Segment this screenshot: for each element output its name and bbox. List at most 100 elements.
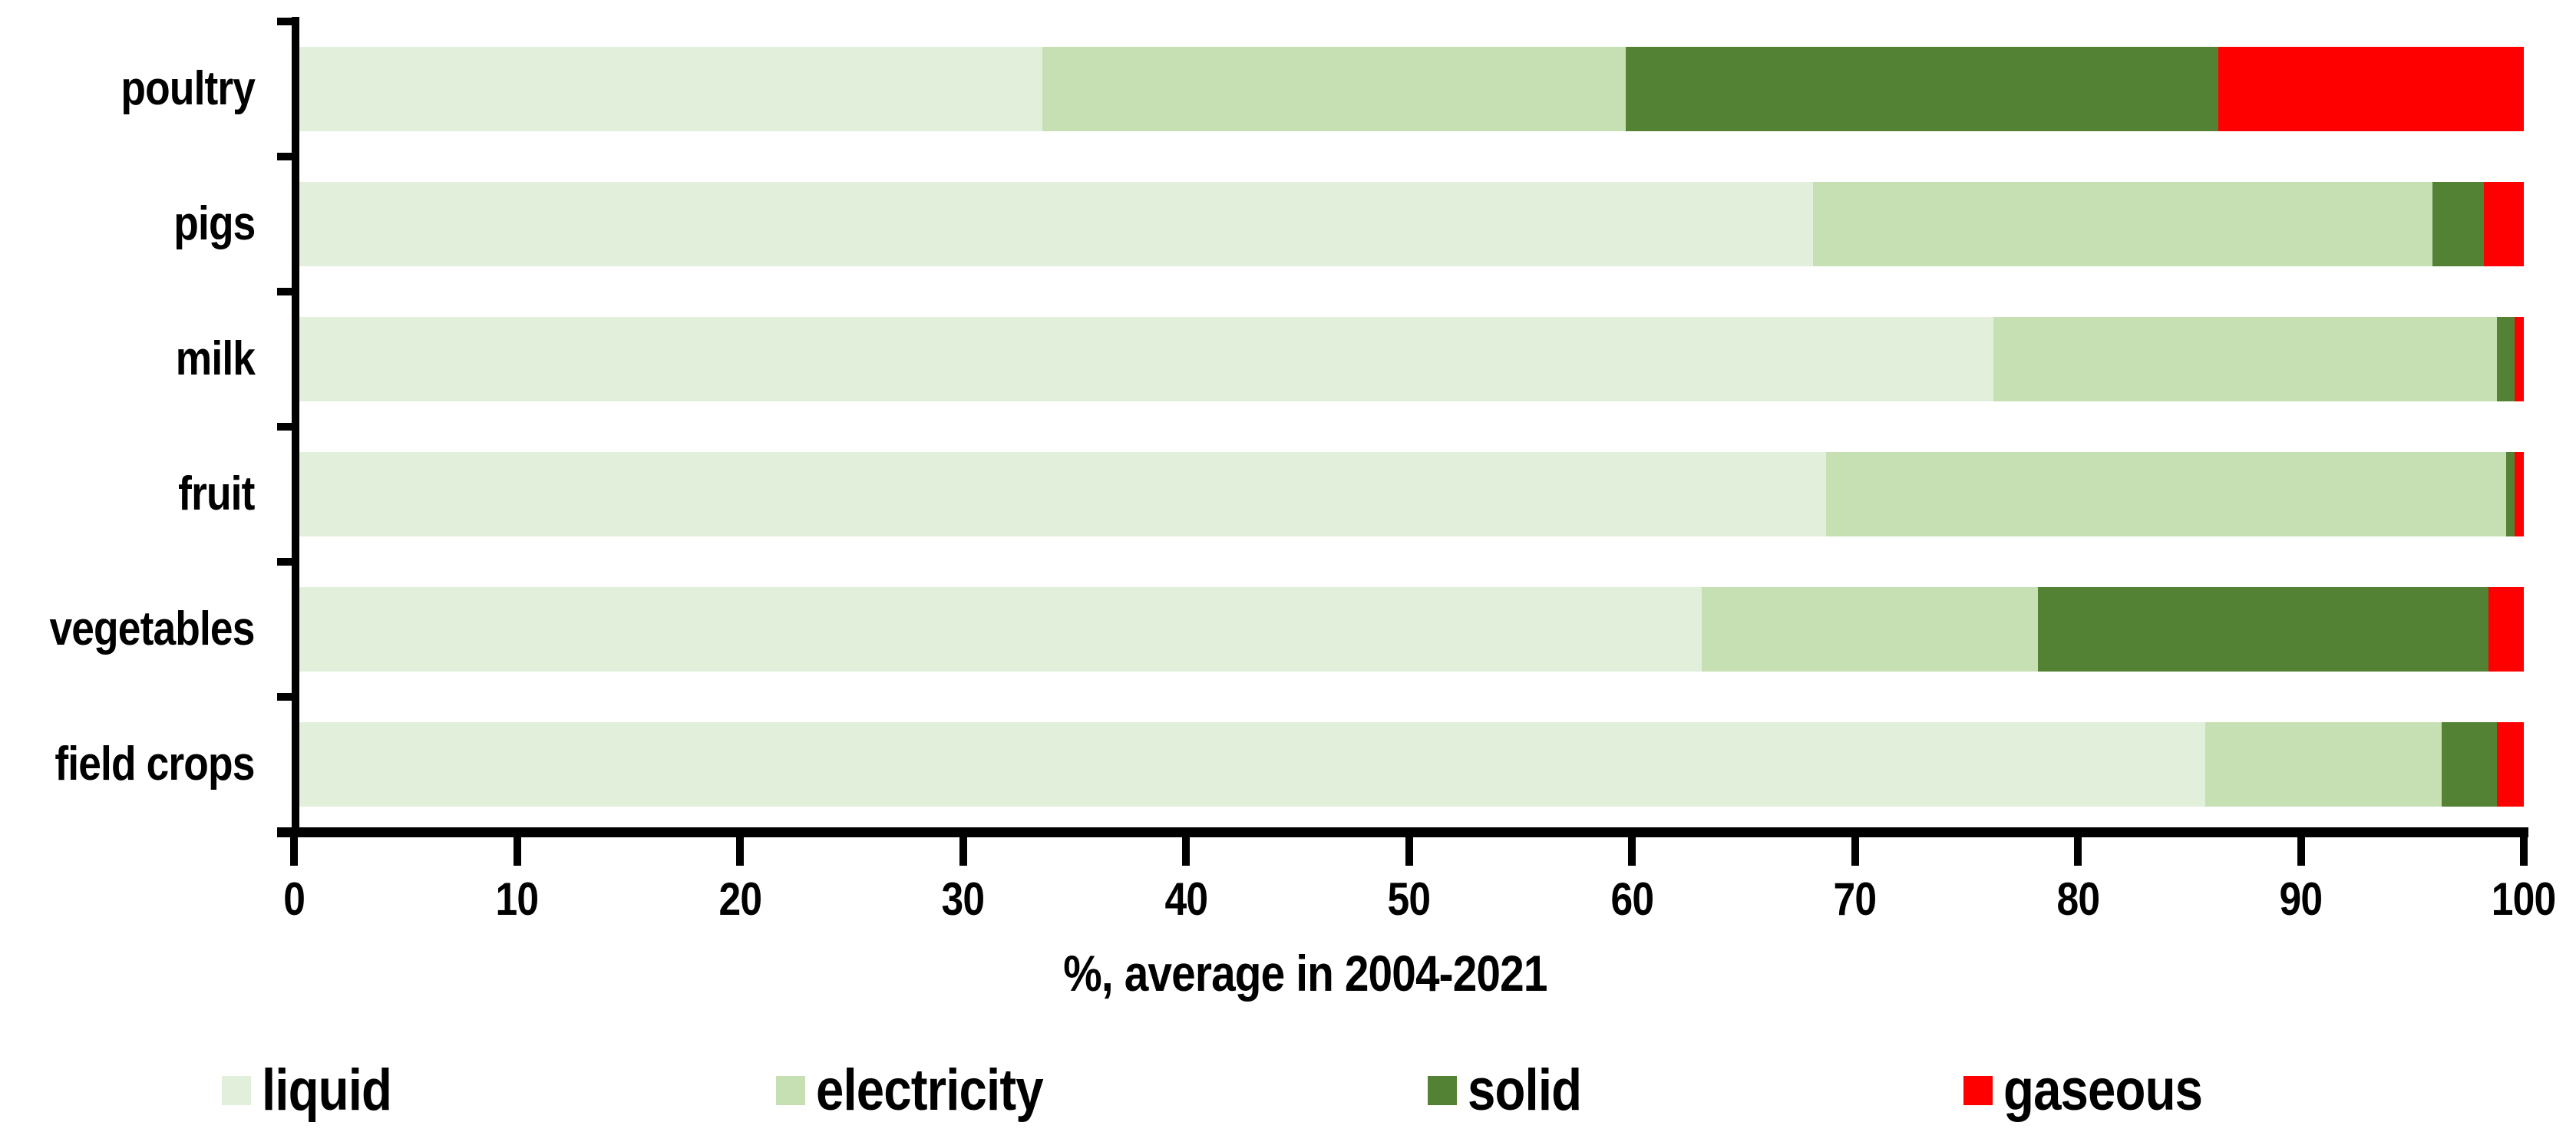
bar-segment-electricity [1701,587,2039,672]
legend-label-text: liquid [262,1058,392,1123]
bar-segment-electricity [2204,722,2442,807]
x-axis-tick-label-text: 30 [941,873,986,925]
bar-segment-gaseous [2483,182,2524,266]
bar-row-fruit [296,452,2524,536]
x-axis-tick [290,837,298,866]
bar-segment-liquid [296,452,1827,536]
x-axis-tick [1405,837,1413,866]
bar-segment-liquid [296,47,1042,131]
category-label-field-crops: field crops [0,722,256,807]
bar-row-pigs [296,182,2524,266]
bar-segment-solid [1626,47,2219,131]
legend-label-text: electricity [816,1058,1044,1123]
legend-label-solid: solid [1468,1061,1600,1121]
y-axis-tick [277,153,293,160]
x-axis-tick [2520,837,2528,866]
x-axis-tick [736,837,744,866]
x-axis-tick-label: 80 [1986,875,2170,924]
bar-segment-liquid [296,317,1994,401]
x-axis-tick-label: 60 [1540,875,1724,924]
bar-segment-solid [2432,182,2484,266]
x-axis-tick [959,837,967,866]
legend-swatch-gaseous [1963,1076,1993,1105]
y-axis-tick [277,18,293,25]
bar-segment-gaseous [2488,587,2524,672]
category-label-poultry: poultry [0,47,256,131]
legend-item-liquid: liquid [222,1061,413,1121]
category-label-text: fruit [178,467,256,520]
x-axis-tick-label-text: 70 [1833,873,1878,925]
bar-row-vegetables [296,587,2524,672]
legend-item-electricity: electricity [776,1061,1080,1121]
x-axis-tick [1628,837,1636,866]
category-label-text: pigs [173,197,256,250]
bar-segment-liquid [296,722,2205,807]
x-axis-tick-label: 100 [2432,875,2576,924]
x-axis-tick-label: 10 [425,875,609,924]
category-label-pigs: pigs [0,182,256,266]
legend-label-text: gaseous [2003,1058,2203,1123]
x-axis-tick [1182,837,1190,866]
legend-label-electricity: electricity [816,1061,1080,1121]
legend-label-gaseous: gaseous [2003,1061,2234,1121]
x-axis-tick [1851,837,1859,866]
category-label-text: poultry [121,62,256,115]
y-axis-tick [277,423,293,431]
bar-segment-liquid [296,587,1702,672]
legend-item-gaseous: gaseous [1963,1061,2234,1121]
category-label-text: vegetables [49,602,256,655]
x-axis-tick-label: 70 [1763,875,1947,924]
legend-swatch-liquid [222,1076,251,1105]
bar-row-milk [296,317,2524,401]
bar-segment-gaseous [2515,317,2524,401]
legend-label-liquid: liquid [262,1061,413,1121]
x-axis-tick-label: 20 [648,875,832,924]
bar-segment-electricity [1993,317,2498,401]
x-axis-tick-label-text: 50 [1387,873,1432,925]
bar-segment-electricity [1826,452,2506,536]
y-axis-tick [277,288,293,295]
bar-segment-liquid [296,182,1813,266]
x-axis-tick-label-text: 60 [1610,873,1654,925]
bar-segment-solid [2505,452,2515,536]
bar-segment-solid [2441,722,2498,807]
x-axis-tick-label-text: 10 [495,873,540,925]
x-axis-tick-label-text: 20 [718,873,762,925]
bar-segment-solid [2497,317,2515,401]
x-axis-tick-label-text: 80 [2056,873,2100,925]
x-axis-tick-label: 50 [1317,875,1501,924]
x-axis-tick-label: 0 [202,875,386,924]
x-axis-tick-label: 40 [1094,875,1278,924]
x-axis-tick-label-text: 40 [1164,873,1208,925]
bar-segment-gaseous [2218,47,2524,131]
x-axis-tick-label-text: 0 [283,873,305,925]
x-axis-tick-label-text: 90 [2279,873,2323,925]
x-axis-title: %, average in 2004-2021 [959,946,1650,1001]
bar-segment-solid [2038,587,2488,672]
bar-segment-electricity [1812,182,2432,266]
y-axis-tick [277,558,293,566]
category-label-milk: milk [0,317,256,401]
x-axis-tick-label: 30 [871,875,1055,924]
y-axis-tick [277,693,293,701]
y-axis-line [292,17,299,837]
x-axis-tick-label-text: 100 [2492,873,2556,925]
legend-item-solid: solid [1428,1061,1600,1121]
bar-segment-gaseous [2497,722,2524,807]
category-label-text: field crops [54,738,256,790]
bar-row-poultry [296,47,2524,131]
bar-segment-gaseous [2515,452,2524,536]
bar-segment-electricity [1042,47,1627,131]
category-label-vegetables: vegetables [0,587,256,672]
x-axis-tick [2297,837,2305,866]
legend-swatch-solid [1428,1076,1457,1105]
x-axis-tick [513,837,521,866]
x-axis-tick-label: 90 [2209,875,2393,924]
bar-row-field-crops [296,722,2524,807]
category-label-text: milk [175,332,256,385]
x-axis-tick [2074,837,2082,866]
x-axis-title-text: %, average in 2004-2021 [1062,945,1547,1002]
legend-label-text: solid [1468,1058,1582,1123]
category-label-fruit: fruit [0,452,256,536]
